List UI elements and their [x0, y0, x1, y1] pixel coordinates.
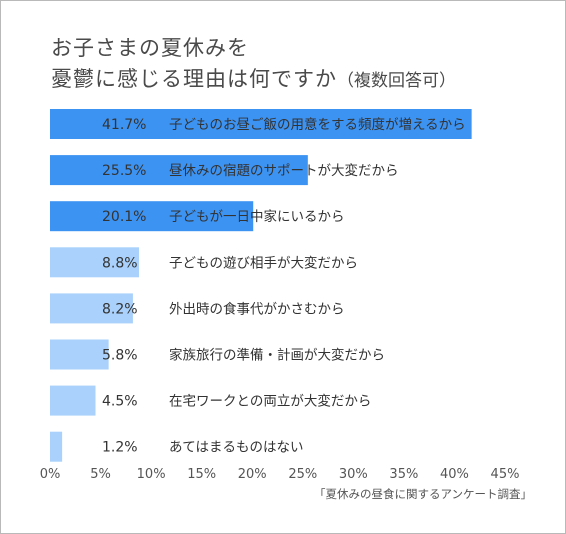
- x-tick-1: 5%: [90, 467, 111, 482]
- title-line-1: お子さまの夏休みを: [51, 36, 249, 60]
- value-label-8: 1.2%: [102, 440, 138, 456]
- category-label-6: 家族旅行の準備・計画が大変だから: [169, 347, 385, 364]
- category-label-1: 子どものお昼ご飯の用意をする頻度が増えるから: [169, 116, 466, 133]
- category-label-7: 在宅ワークとの両立が大変だから: [169, 393, 371, 410]
- x-tick-6: 30%: [339, 467, 368, 482]
- title-note: （複数回答可）: [337, 71, 456, 91]
- x-tick-4: 20%: [238, 467, 267, 482]
- x-tick-7: 35%: [389, 467, 418, 482]
- bar-1: [50, 109, 472, 139]
- value-label-3: 20.1%: [102, 209, 146, 225]
- category-label-3: 子どもが一日中家にいるから: [169, 208, 345, 225]
- chart-title: お子さまの夏休みを 憂鬱に感じる理由は何ですか（複数回答可）: [51, 33, 456, 97]
- x-tick-5: 25%: [288, 467, 317, 482]
- source-note: 「夏休みの昼食に関するアンケート調査」: [313, 487, 532, 501]
- value-label-5: 8.2%: [102, 301, 138, 317]
- category-label-5: 外出時の食事代がかさむから: [169, 300, 345, 317]
- bar-5: [50, 293, 133, 324]
- x-tick-8: 40%: [440, 467, 469, 482]
- bar-3: [50, 201, 254, 232]
- x-tick-2: 10%: [137, 467, 166, 482]
- value-label-4: 8.8%: [102, 255, 138, 271]
- bar-8: [50, 431, 63, 462]
- category-label-8: あてはまるものはない: [169, 440, 303, 456]
- value-label-1: 41.7%: [102, 117, 146, 133]
- bar-7: [50, 385, 96, 416]
- value-label-6: 5.8%: [102, 348, 138, 364]
- bar-6: [50, 339, 109, 370]
- category-label-4: 子どもの遊び相手が大変だから: [169, 254, 358, 271]
- x-tick-9: 45%: [491, 467, 520, 482]
- value-label-7: 4.5%: [102, 394, 138, 410]
- title-line-2: 憂鬱に感じる理由は何ですか: [51, 67, 337, 91]
- bar-4: [50, 247, 139, 278]
- x-tick-0: 0%: [40, 467, 61, 482]
- value-label-2: 25.5%: [102, 163, 146, 179]
- x-tick-3: 15%: [187, 467, 216, 482]
- bar-2: [50, 155, 308, 186]
- category-label-2: 昼休みの宿題のサポートが大変だから: [169, 162, 399, 179]
